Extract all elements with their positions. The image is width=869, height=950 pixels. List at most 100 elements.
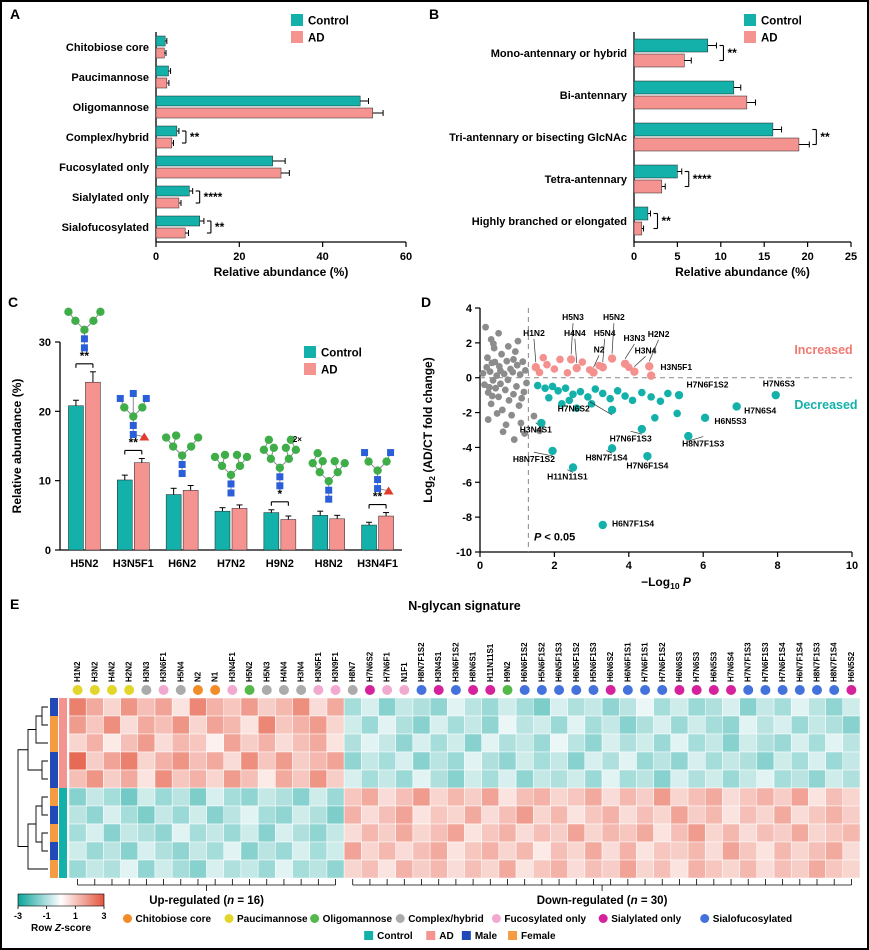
mannose-circle <box>71 316 80 326</box>
column-label: H7N7F1S3 <box>744 642 753 682</box>
class-legend-label: Oligomannose <box>323 914 393 925</box>
glycan-class-dot <box>743 685 754 695</box>
category-label: Sialylated only <box>72 192 150 204</box>
point-label: H5N4 <box>594 328 616 338</box>
scale-tick-label: -1 <box>43 911 51 921</box>
mannose-circle <box>318 456 327 466</box>
sex-strip-cell <box>50 716 58 734</box>
glycan-class-dot <box>313 685 324 695</box>
bar <box>155 107 373 119</box>
class-legend: Chitobiose core Paucimannose Oligomannose C… <box>123 914 792 925</box>
class-legend-label: Sialofucosylated <box>713 914 792 925</box>
bar <box>155 215 200 227</box>
y-tick-label: 30 <box>39 337 51 349</box>
mannose-circle <box>315 467 324 477</box>
class-legend-label: Chitobiose core <box>136 914 212 925</box>
glycan-cartoon <box>64 307 105 352</box>
x-tick-label: 25 <box>845 251 857 263</box>
glcnac-square <box>276 473 284 481</box>
x-tick-label: 6 <box>700 560 706 572</box>
glycan-class-dot <box>622 685 633 695</box>
decreased-annotation: Decreased <box>794 398 857 412</box>
chartC-plot: 0 10 20 30 Relative abundance (%) H5N2 ** H3N5F… <box>10 307 402 570</box>
glcnac-square <box>325 486 333 494</box>
column-label: H6N5F1S2 <box>572 642 581 682</box>
column-label: H3N4 <box>297 661 306 682</box>
column-label: H6N7F1S4 <box>795 642 804 682</box>
sex-strip-cell <box>50 698 58 716</box>
glycan-cartoon <box>308 448 349 503</box>
legend-label: AD <box>308 33 325 45</box>
mannose-circle <box>364 457 373 466</box>
glycan-class-dot <box>760 685 771 695</box>
column-label: H8N7 <box>348 661 357 682</box>
category-label: H8N2 <box>315 558 343 570</box>
glycan-class-dot <box>278 685 289 695</box>
column-label: H7N6S2 <box>365 651 374 682</box>
panel-c-chart: 0 10 20 30 Relative abundance (%) H5N2 ** H3N5F… <box>10 307 402 570</box>
y-tick-label: 2 <box>466 338 472 350</box>
category-label: Paucimannose <box>71 72 149 84</box>
glycan-class-dot <box>210 685 221 695</box>
column-label: N1F1 <box>400 662 409 682</box>
glcnac-square <box>129 430 137 438</box>
category-label: Oligomannose <box>73 102 149 114</box>
mannose-circle <box>96 307 105 317</box>
category-label: H9N2 <box>266 558 294 570</box>
x-tick-label: 10 <box>715 251 727 263</box>
glcnac-square <box>129 421 137 429</box>
mannose-circle <box>235 461 245 471</box>
glycan-class-dot <box>89 685 100 695</box>
glycan-class-dot <box>640 685 651 695</box>
glycan-cartoon: 2× <box>259 435 302 490</box>
column-label: H7N6F1S3 <box>761 642 770 682</box>
cohort-strip-cell <box>59 824 67 842</box>
class-legend-dot <box>224 914 234 923</box>
y-tick-label: 0 <box>45 545 51 557</box>
category-label: H7N2 <box>217 558 245 570</box>
glycan-class-dot <box>227 685 238 695</box>
column-label: H5N2 <box>245 661 254 682</box>
glycan-class-dot <box>433 685 444 695</box>
mannose-circle <box>177 451 187 460</box>
column-label: H5N6F1S2 <box>537 642 546 682</box>
x-tick-label: 4 <box>626 560 633 572</box>
category-label: H3N5F1 <box>113 558 154 570</box>
mannose-circle <box>171 431 181 440</box>
glycan-class-dot <box>708 685 719 695</box>
glycan-class-dot <box>657 685 668 695</box>
column-label: H6N6F1S1 <box>623 642 632 682</box>
panel-c-label: C <box>8 294 19 310</box>
column-label: N2 <box>193 671 202 682</box>
sex-strip-cell <box>50 788 58 806</box>
mannose-circle <box>186 442 196 451</box>
bar <box>633 38 709 53</box>
row-annotation-strips <box>50 698 67 878</box>
cohort-legend-swatch <box>508 931 518 940</box>
class-legend-dot <box>395 914 405 923</box>
bar <box>263 512 280 551</box>
glcnac-square <box>142 394 150 402</box>
mannose-circle <box>313 448 322 458</box>
glycan-class-dot <box>244 685 255 695</box>
bar <box>633 179 663 194</box>
column-label: H8N7F1S2 <box>417 642 426 682</box>
bar <box>633 164 678 179</box>
point-label: H7N6F1S4 <box>626 460 668 470</box>
mannose-circle <box>193 433 203 442</box>
mannose-circle <box>168 442 178 451</box>
y-tick-label: 0 <box>466 373 472 385</box>
glcnac-square <box>387 449 395 457</box>
significance-label: ** <box>80 349 90 363</box>
significance-label: ** <box>129 435 139 449</box>
glycan-class-dot <box>261 685 272 695</box>
glycan-class-dot <box>777 685 788 695</box>
bar <box>155 47 165 59</box>
mannose-circle <box>232 450 242 460</box>
legend-swatch <box>744 14 756 26</box>
bar <box>378 515 394 551</box>
class-legend-dot <box>491 914 501 923</box>
point-label: H5N2 <box>603 312 625 322</box>
x-tick-label: 10 <box>846 560 858 572</box>
glycan-class-dot <box>554 685 565 695</box>
